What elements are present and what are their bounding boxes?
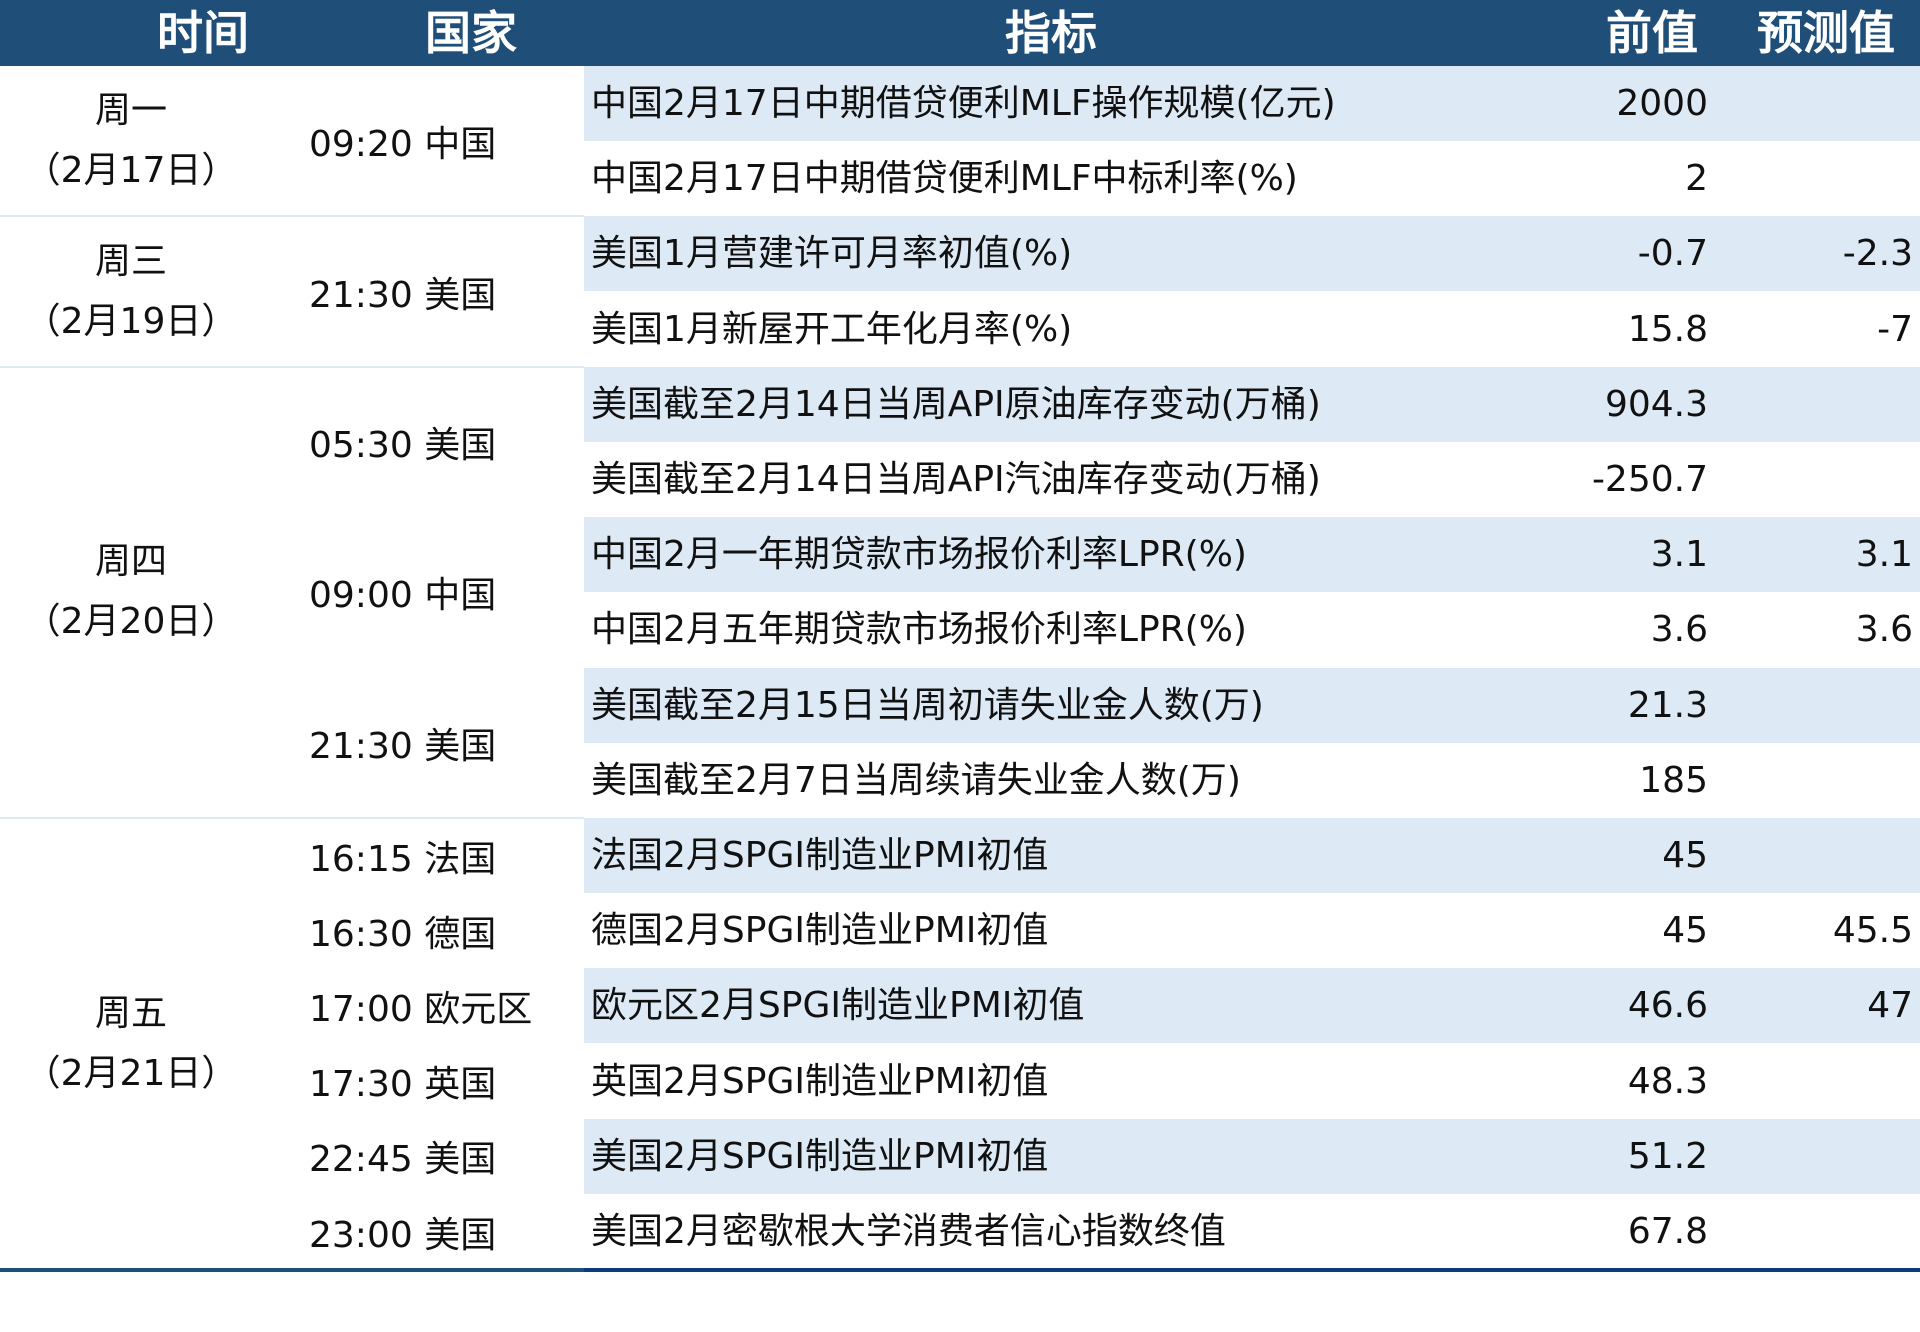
previous-value: 21.3: [1627, 684, 1708, 726]
previous-value: 45: [1662, 910, 1708, 952]
time-country: 21:30 美国: [309, 274, 497, 316]
time-country: 09:00 中国: [309, 575, 497, 617]
date-label: （2月19日）: [24, 300, 238, 342]
indicator-name: 美国截至2月7日当周续请失业金人数(万): [591, 759, 1241, 801]
forecast-value: -7: [1877, 308, 1913, 350]
previous-value: 67.8: [1627, 1211, 1708, 1252]
time-country: 23:00 美国: [309, 1214, 497, 1256]
date-label: （2月17日）: [24, 150, 238, 192]
indicator-name: 美国2月SPGI制造业PMI初值: [591, 1135, 1049, 1177]
previous-value: 51.2: [1627, 1135, 1708, 1177]
forecast-value: 45.5: [1832, 910, 1913, 952]
indicator-name: 美国截至2月14日当周API汽油库存变动(万桶): [591, 459, 1321, 500]
day-group: 周五 （2月21日）: [0, 818, 262, 1269]
header-indicator: 指标: [1005, 6, 1097, 60]
indicator-name: 美国截至2月14日当周API原油库存变动(万桶): [591, 383, 1321, 425]
indicator-name: 中国2月一年期贷款市场报价利率LPR(%): [591, 534, 1247, 576]
table-row: [584, 366, 1920, 442]
previous-value: 185: [1639, 759, 1708, 801]
previous-value: 2000: [1616, 83, 1708, 124]
time-country: 22:45 美国: [309, 1139, 497, 1181]
bottom-rule: [0, 1268, 584, 1272]
table-row: [584, 517, 1920, 593]
indicator-name: 美国1月新屋开工年化月率(%): [591, 308, 1073, 350]
previous-value: 46.6: [1627, 985, 1708, 1027]
previous-value: -250.7: [1591, 459, 1708, 500]
table-row: [584, 216, 1920, 292]
time-country: 05:30 美国: [309, 424, 497, 466]
time-country: 17:00 欧元区: [309, 988, 533, 1030]
table-header: 时间 国家 指标 前值 预测值: [0, 0, 1920, 66]
day-group: 周三 （2月19日）: [0, 216, 262, 366]
indicator-name: 德国2月SPGI制造业PMI初值: [591, 910, 1049, 952]
previous-value: 3.1: [1650, 534, 1708, 576]
time-country: 09:20 中国: [309, 124, 497, 166]
previous-value: 3.6: [1650, 609, 1708, 651]
group-divider: [0, 215, 584, 218]
date-label: （2月20日）: [24, 601, 238, 643]
day-label: 周一: [94, 90, 167, 132]
time-country: 16:15 法国: [309, 838, 497, 880]
indicator-name: 法国2月SPGI制造业PMI初值: [591, 835, 1049, 876]
previous-value: 15.8: [1627, 308, 1708, 350]
table-row: [584, 1118, 1920, 1194]
forecast-value: 47: [1867, 985, 1913, 1027]
day-label: 周四: [94, 541, 167, 583]
indicator-name: 中国2月五年期贷款市场报价利率LPR(%): [591, 609, 1247, 651]
day-label: 周五: [94, 992, 167, 1034]
previous-value: -0.7: [1637, 233, 1708, 275]
table-row: [584, 818, 1920, 893]
indicator-name: 美国1月营建许可月率初值(%): [591, 233, 1073, 275]
table-row: [584, 667, 1920, 743]
group-divider: [0, 365, 584, 368]
header-previous: 前值: [1606, 6, 1698, 60]
indicator-name: 欧元区2月SPGI制造业PMI初值: [591, 985, 1085, 1027]
date-label: （2月21日）: [24, 1052, 238, 1094]
indicator-name: 英国2月SPGI制造业PMI初值: [591, 1060, 1049, 1102]
day-label: 周三: [94, 240, 167, 282]
time-country: 21:30 美国: [309, 725, 497, 767]
header-time: 时间: [157, 6, 249, 60]
indicator-name: 美国截至2月15日当周初请失业金人数(万): [591, 684, 1264, 726]
previous-value: 48.3: [1627, 1060, 1708, 1102]
indicator-name: 中国2月17日中期借贷便利MLF中标利率(%): [591, 158, 1298, 200]
header-forecast: 预测值: [1757, 6, 1895, 60]
forecast-value: -2.3: [1842, 233, 1913, 275]
previous-value: 45: [1662, 835, 1708, 876]
time-country: 16:30 德国: [309, 913, 497, 955]
previous-value: 904.3: [1604, 383, 1708, 425]
day-group: 周一 （2月17日）: [0, 66, 262, 216]
indicator-name: 美国2月密歇根大学消费者信心指数终值: [591, 1211, 1226, 1252]
table-row: [584, 968, 1920, 1044]
table-row: [584, 66, 1920, 141]
day-group: 周四 （2月20日）: [0, 367, 262, 818]
time-country: 17:30 英国: [309, 1064, 497, 1106]
group-divider: [0, 817, 584, 819]
header-country: 国家: [425, 6, 517, 60]
previous-value: 2: [1685, 158, 1708, 200]
indicator-name: 中国2月17日中期借贷便利MLF操作规模(亿元): [591, 83, 1336, 124]
forecast-value: 3.1: [1855, 534, 1913, 576]
forecast-value: 3.6: [1855, 609, 1913, 651]
bottom-rule: [584, 1268, 1920, 1272]
